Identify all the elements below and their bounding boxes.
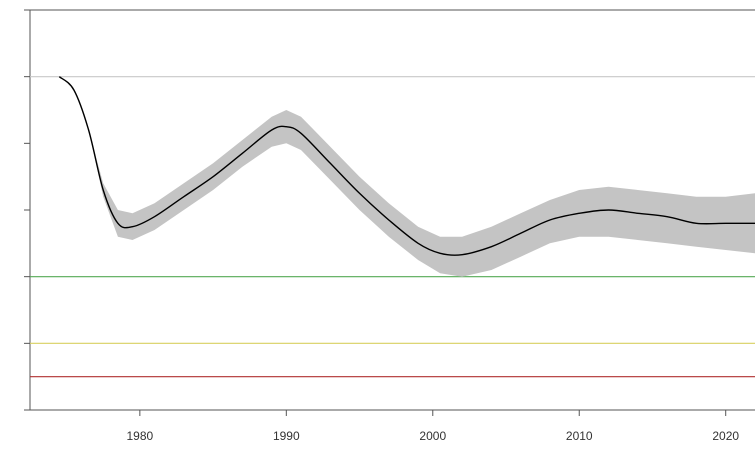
plot-area: 1980 1990 2000 2010 2020 xyxy=(24,9,755,443)
x-tick-label-1: 1990 xyxy=(273,429,300,443)
x-tick-label-0: 1980 xyxy=(126,429,153,443)
series-lines xyxy=(58,76,755,256)
x-tick-label-2: 2000 xyxy=(419,429,446,443)
x-tick-label-4: 2020 xyxy=(712,429,739,443)
reference-lines xyxy=(30,76,755,378)
x-axis-ticks: 1980 1990 2000 2010 2020 xyxy=(126,410,739,443)
confidence-band-0 xyxy=(59,76,755,277)
confidence-bands xyxy=(59,76,755,277)
series-line-0 xyxy=(58,76,755,256)
y-axis-ticks xyxy=(24,9,30,411)
x-tick-label-3: 2010 xyxy=(566,429,593,443)
